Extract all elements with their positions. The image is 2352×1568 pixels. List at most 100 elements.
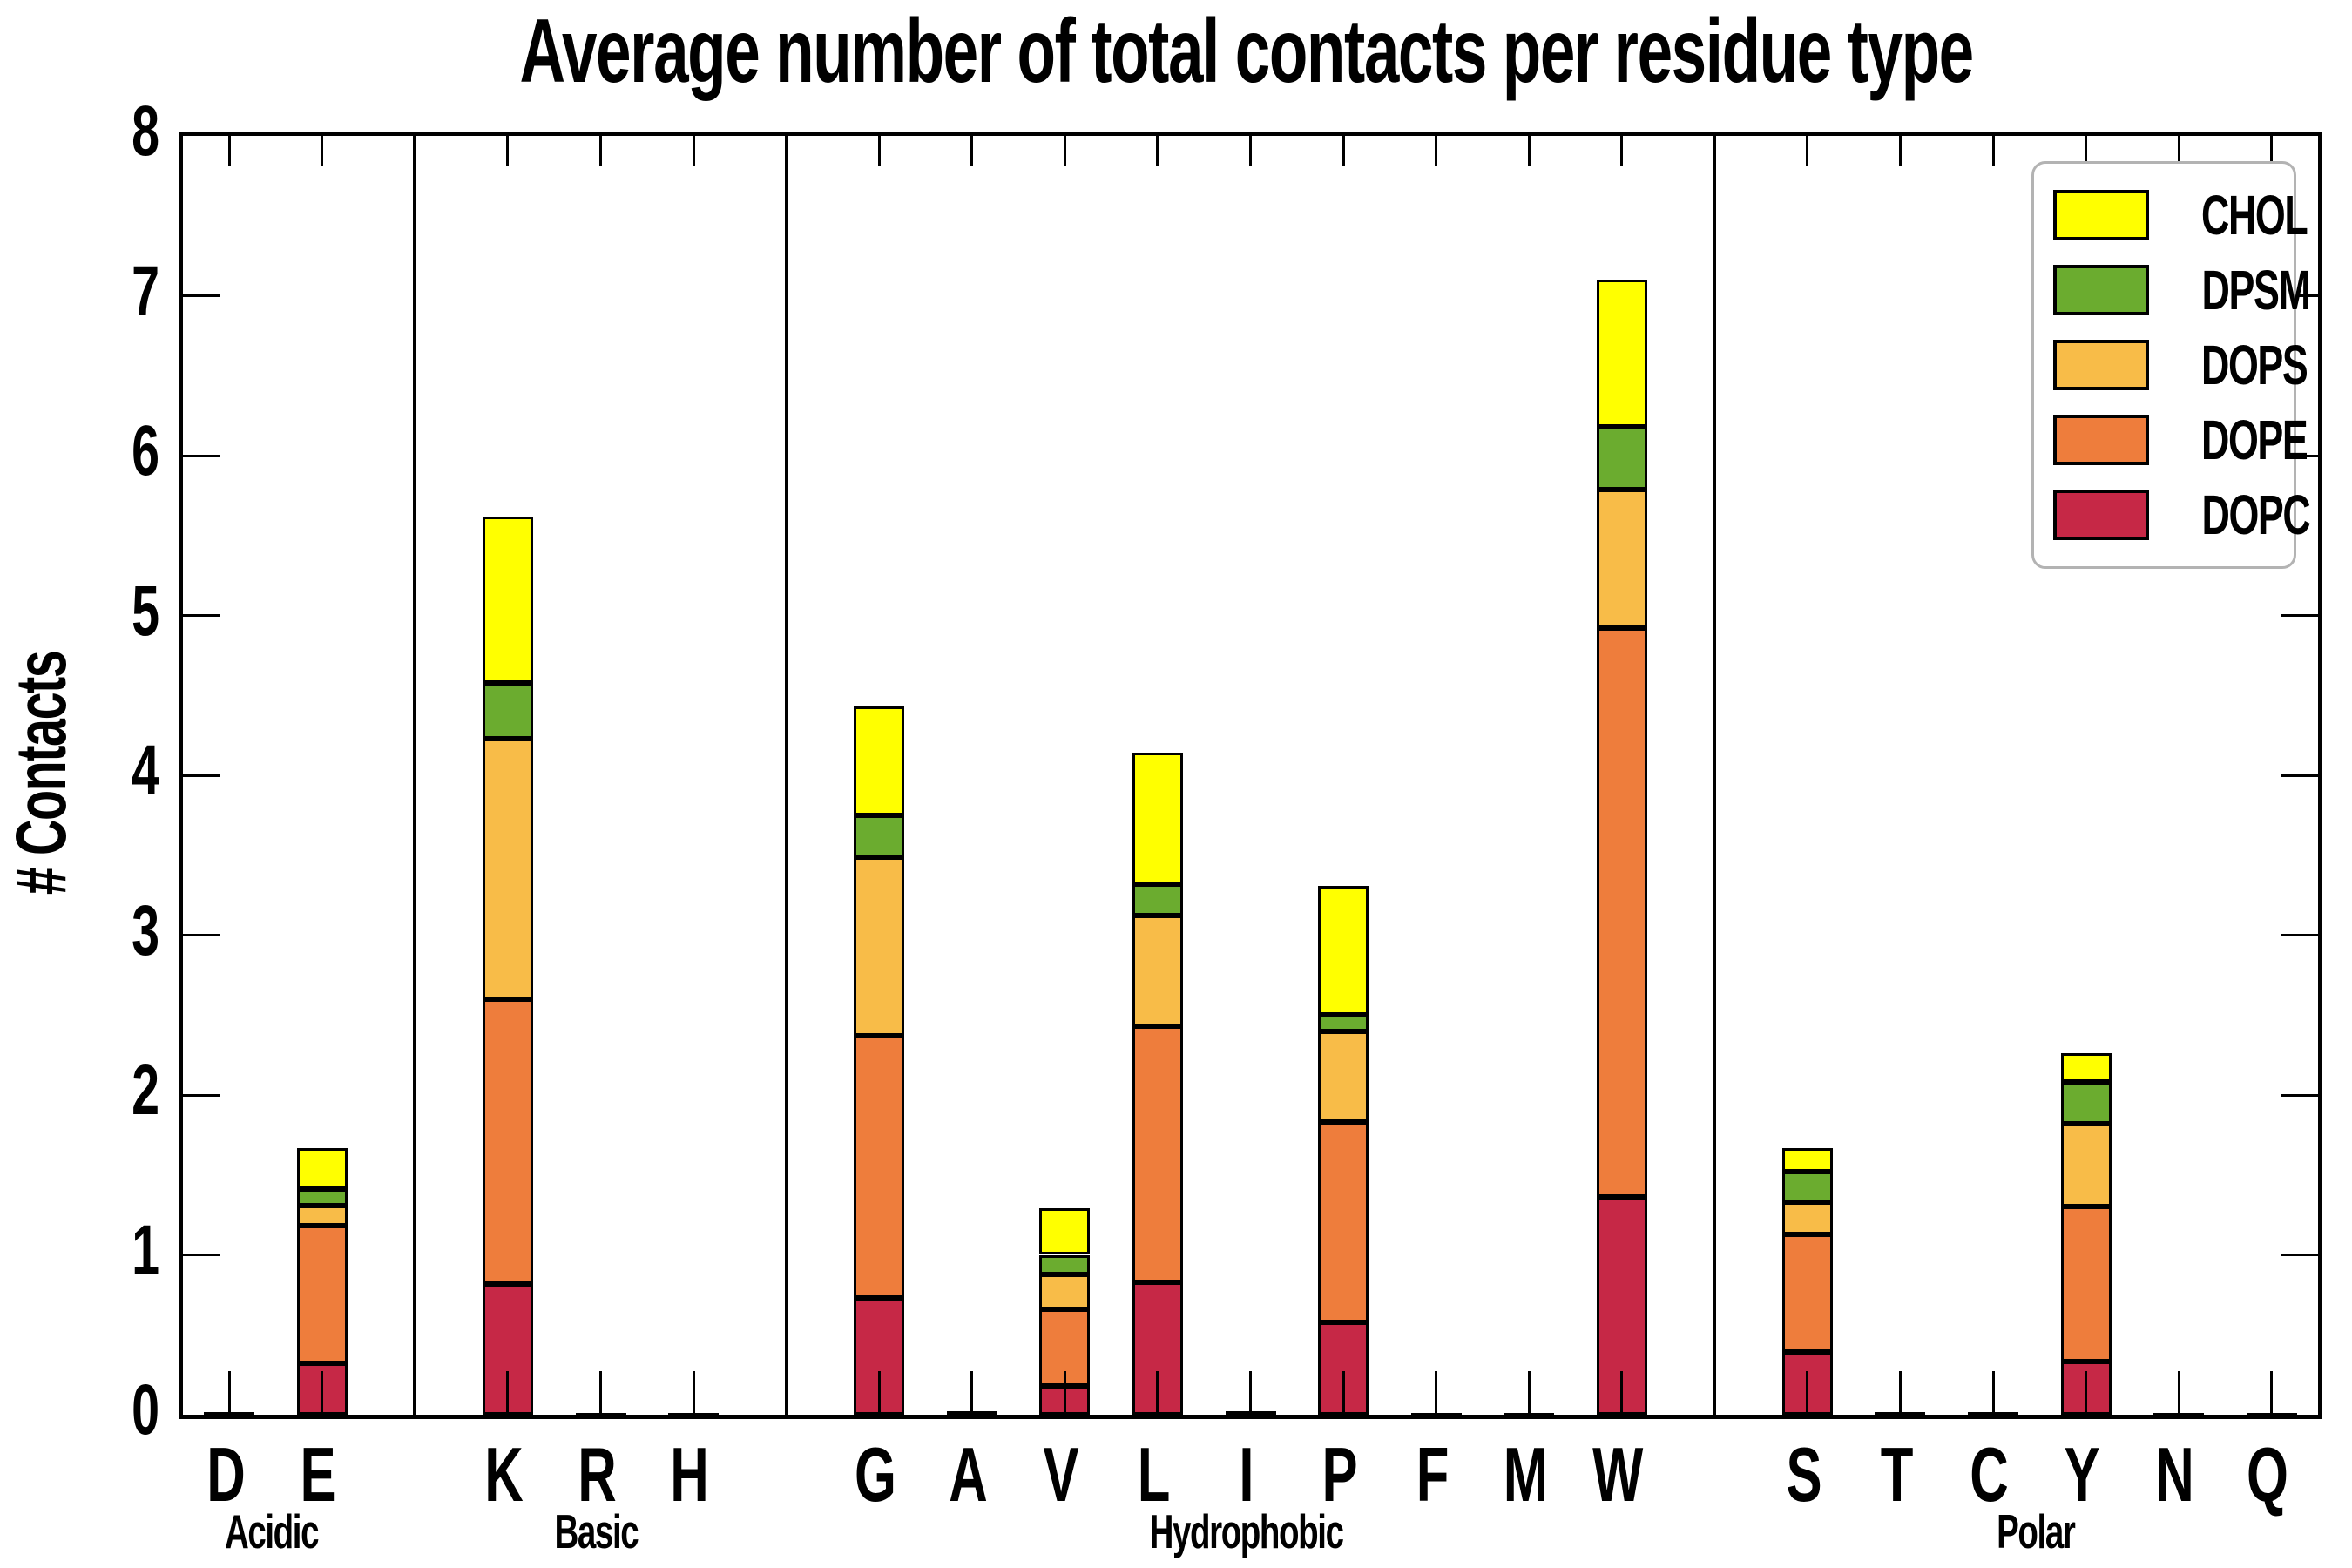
group-label-text: Polar [1996,1504,2076,1558]
y-tick-label: 7 [0,255,159,328]
bar-segment-dope [296,1226,348,1364]
x-tick-top [2177,136,2180,166]
y-tick-left [183,454,220,457]
bar-segment-dope [1132,1026,1183,1282]
plot-area [179,132,2322,1419]
residue-letter-text: R [577,1431,616,1517]
x-tick-top [599,136,603,166]
y-tick-left [183,1093,220,1097]
x-tick-label-residue: H [641,1436,737,1513]
bar-segment-dope [2060,1206,2112,1362]
residue-letter-text: M [1503,1431,1547,1517]
y-tick-label: 5 [0,575,159,647]
bar-segment-dope [1781,1233,1833,1353]
x-tick-bottom [1435,1371,1438,1415]
x-tick-label-residue: K [456,1436,551,1513]
x-tick-bottom [227,1371,231,1415]
y-tick-label-text: 8 [132,91,159,171]
residue-letter-text: G [854,1431,896,1517]
residue-letter-text: C [1970,1431,2008,1517]
bar-segment-dpsm [1781,1172,1833,1202]
y-tick-left [183,614,220,617]
group-label: Acidic [89,1508,455,1556]
chart-title: Average number of total contacts per res… [179,3,2314,99]
bar-segment-dops [2060,1124,2112,1207]
x-tick-bottom [1620,1371,1624,1415]
x-tick-bottom [506,1371,510,1415]
x-tick-bottom [599,1371,603,1415]
x-tick-label-residue: N [2126,1436,2222,1513]
x-tick-label-residue: T [1848,1436,1943,1513]
x-tick-top [877,136,881,166]
y-tick-right [2281,934,2318,936]
group-label-text: Hydrophobic [1149,1504,1343,1558]
residue-letter-text: I [1239,1431,1254,1517]
x-tick-top [506,136,510,166]
bar-segment-chol [1318,885,1369,1016]
bar-segment-chol [296,1147,348,1190]
group-separator-line [784,136,788,1415]
y-tick-label-text: 2 [132,1051,159,1130]
y-tick-right [2281,1093,2318,1097]
group-label-text: Acidic [224,1504,320,1558]
y-tick-right [2281,294,2318,297]
x-tick-top [2270,136,2274,166]
legend-item-chol: CHOL [2034,178,2308,253]
x-tick-bottom [1342,1371,1345,1415]
x-tick-label-residue: Y [2034,1436,2130,1513]
x-tick-bottom [1249,1371,1252,1415]
x-tick-bottom [2270,1371,2274,1415]
x-tick-bottom [321,1371,324,1415]
x-tick-top [1991,136,1995,166]
group-label: Polar [1852,1508,2218,1556]
x-tick-label-residue: I [1199,1436,1294,1513]
bar-segment-dops [296,1205,348,1227]
x-tick-bottom [1063,1371,1066,1415]
bar-segment-chol [1039,1208,1091,1255]
y-tick-right [2281,1254,2318,1256]
x-tick-top [1806,136,1809,166]
residue-letter-text: T [1880,1431,1913,1517]
x-tick-bottom [970,1371,974,1415]
x-tick-label-residue: A [920,1436,1016,1513]
legend-label-text: DPSM [2201,259,2311,321]
y-tick-label-text: 6 [132,411,159,490]
residue-letter-text: S [1786,1431,1821,1517]
y-tick-right [2281,454,2318,457]
x-tick-bottom [1156,1371,1159,1415]
y-tick-label: 8 [0,96,159,167]
bar-segment-chol [482,516,533,683]
x-tick-bottom [692,1371,695,1415]
residue-letter-text: K [484,1431,523,1517]
bar-segment-dpsm [482,682,533,739]
x-tick-bottom [2085,1371,2088,1415]
residue-letter-text: E [300,1431,336,1517]
bar-segment-dops [854,856,905,1037]
y-tick-label: 0 [0,1375,159,1446]
x-tick-top [1249,136,1252,166]
bar-segment-chol [1132,753,1183,884]
y-tick-label-text: 4 [132,731,159,810]
bar-segment-chol [854,706,905,815]
bar-segment-dpsm [854,814,905,857]
legend-swatch-dope [2053,415,2149,465]
legend-swatch-dpsm [2053,265,2149,315]
x-tick-top [1156,136,1159,166]
residue-letter-text: A [949,1431,987,1517]
y-tick-left [183,294,220,297]
chart-title-text: Average number of total contacts per res… [519,1,1974,102]
bar-segment-dope [1596,628,1647,1198]
x-tick-label-residue: S [1755,1436,1851,1513]
legend-swatch-chol [2053,190,2149,240]
x-tick-label-residue: W [1570,1436,1666,1513]
x-tick-top [1435,136,1438,166]
bar-segment-dpsm [1596,426,1647,490]
x-tick-top [692,136,695,166]
legend-item-dops: DOPS [2034,328,2308,402]
x-tick-label-residue: R [549,1436,645,1513]
bar-segment-dops [482,738,533,999]
x-tick-top [1342,136,1345,166]
group-label: Hydrophobic [1064,1508,1429,1556]
bar-segment-dpsm [1318,1015,1369,1031]
x-tick-top [2085,136,2088,166]
